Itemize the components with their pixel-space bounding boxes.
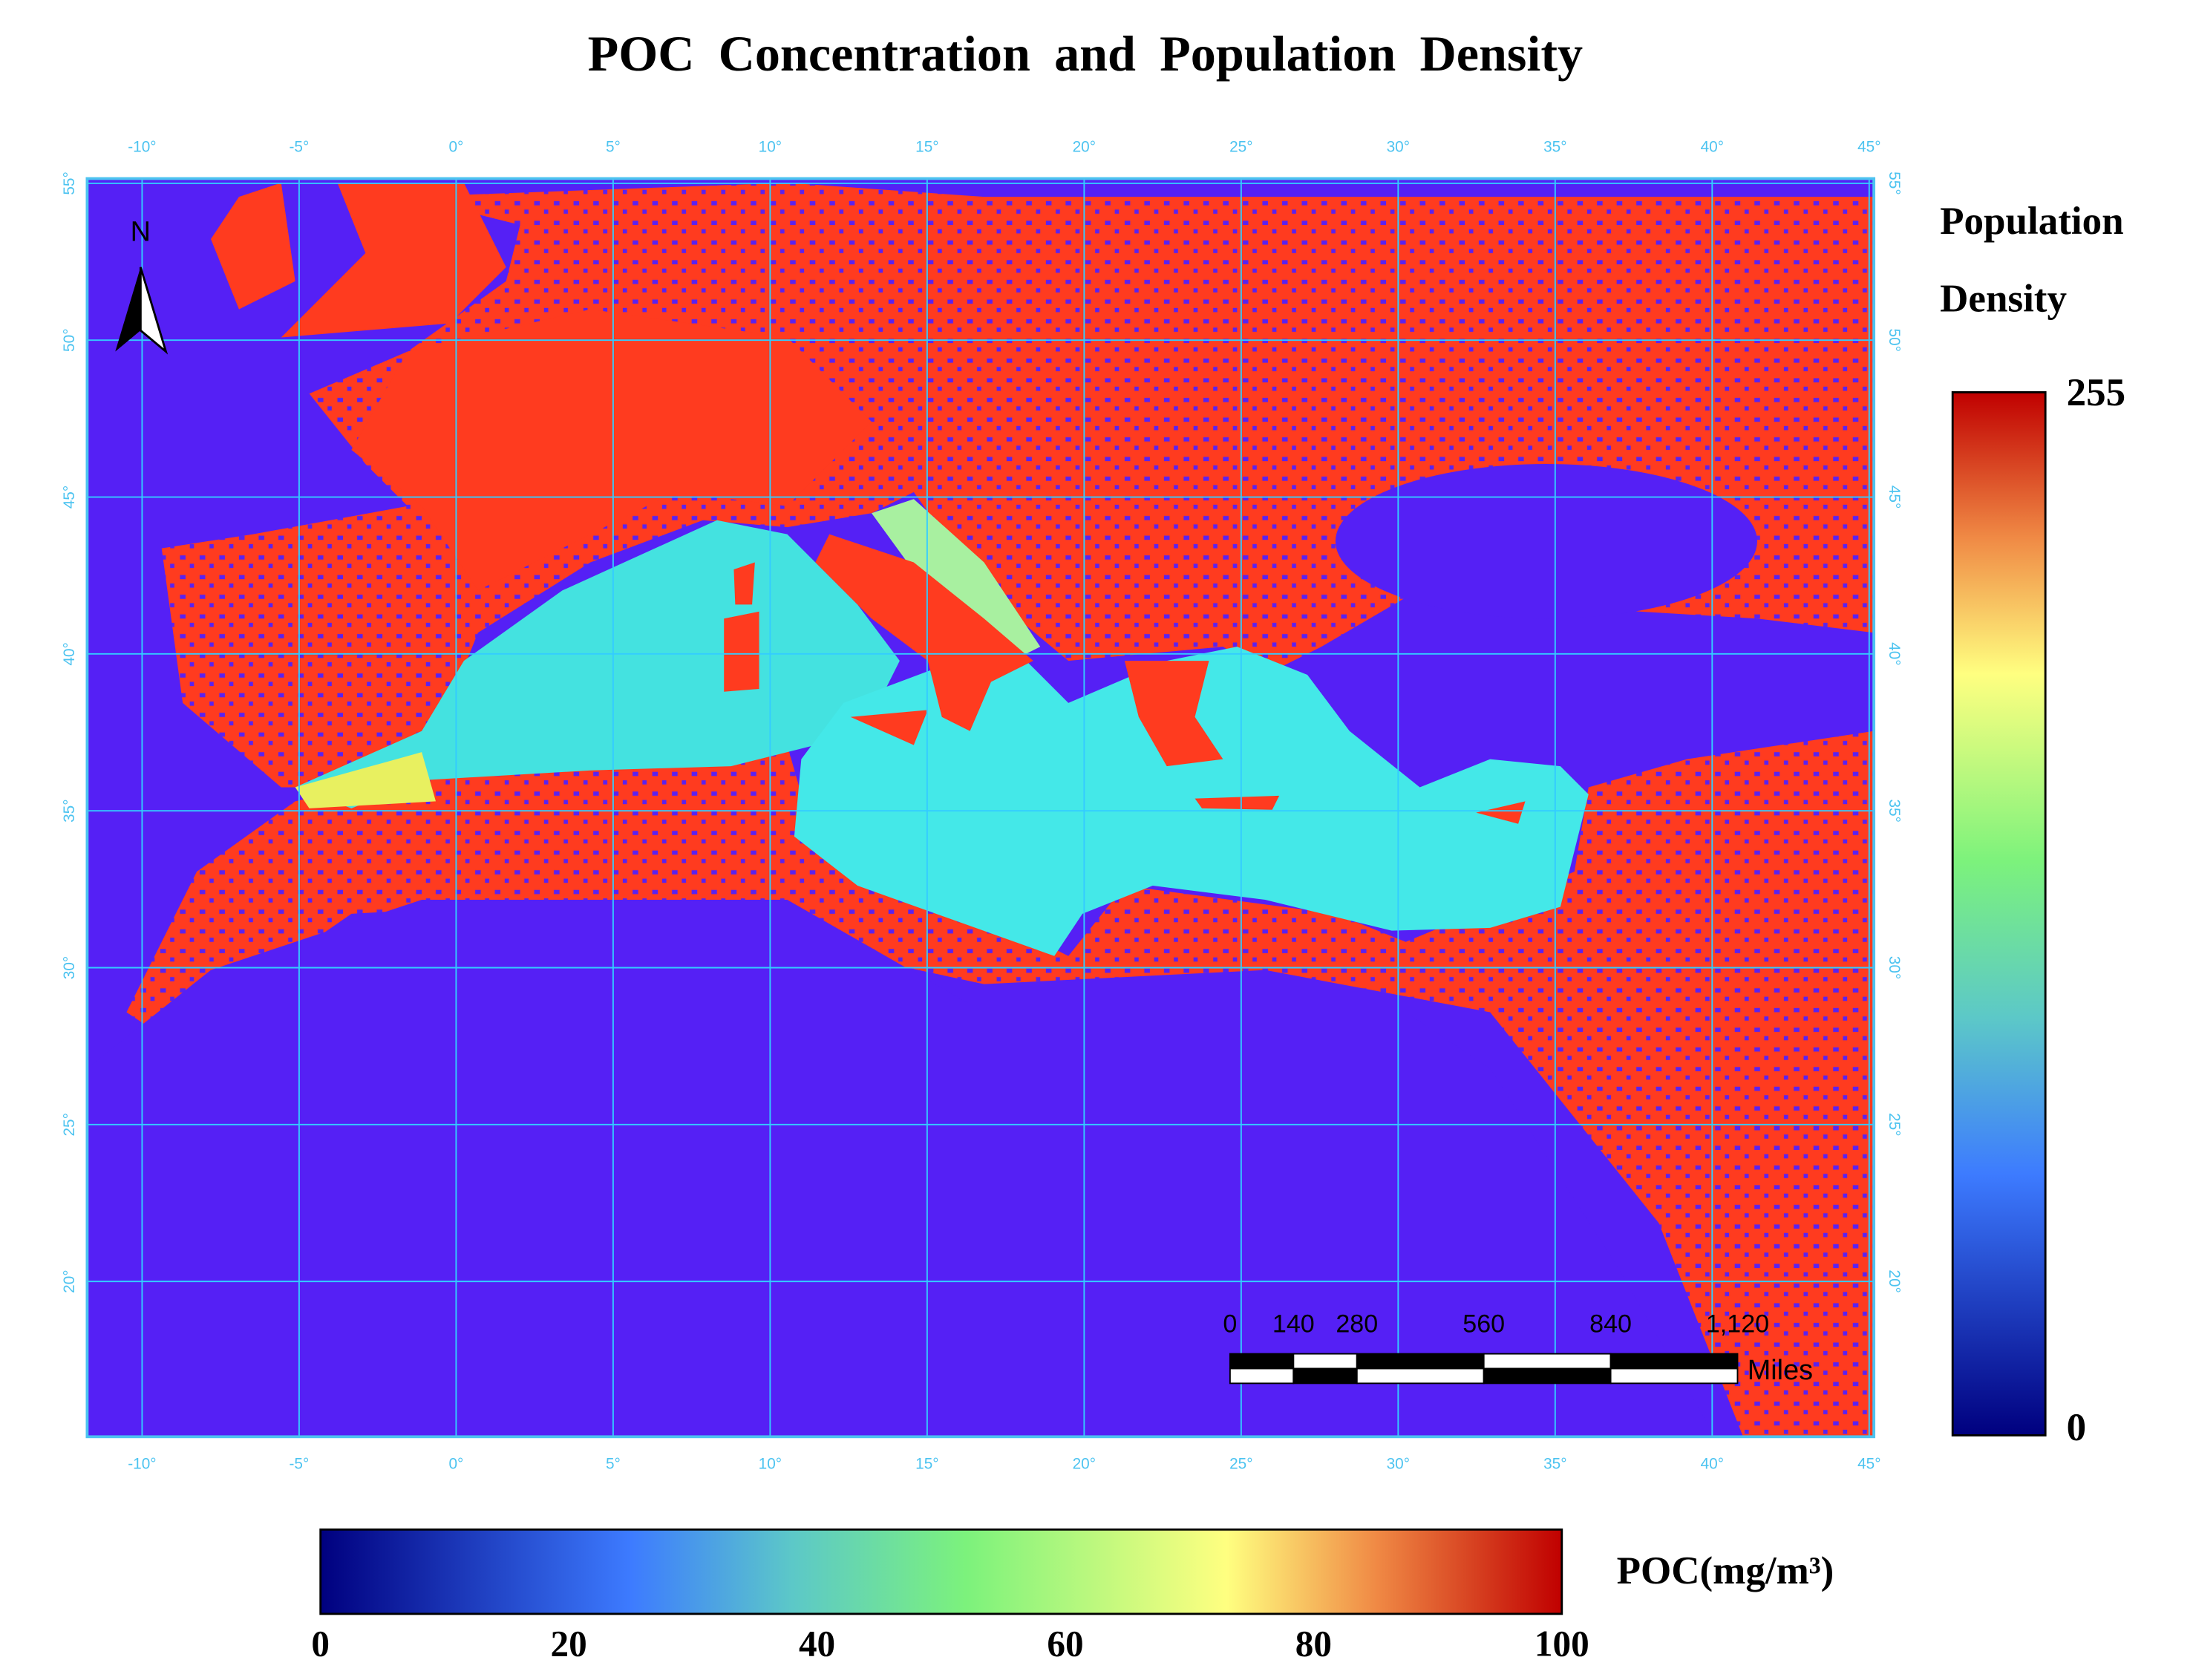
lat-label: 25°	[1886, 1113, 1903, 1136]
title: POC Concentration and Population Density	[588, 25, 1584, 82]
pop-title-line: Density	[1940, 277, 2067, 320]
lon-label: 0°	[448, 1456, 463, 1473]
lon-label: 10°	[759, 1456, 782, 1473]
lon-label: 40°	[1701, 138, 1724, 155]
lon-label: 40°	[1701, 1456, 1724, 1473]
scale-segment	[1292, 1367, 1358, 1385]
scale-segment	[1609, 1353, 1739, 1370]
lat-label: 45°	[61, 486, 78, 509]
scale-segment	[1609, 1367, 1739, 1385]
lat-label: 35°	[61, 799, 78, 822]
lat-label: 55°	[1886, 171, 1903, 195]
lon-label: 45°	[1857, 1456, 1880, 1473]
land-italy	[815, 534, 1033, 731]
poc-label: POC(mg/m³)	[1617, 1549, 1834, 1592]
land-west	[351, 309, 872, 591]
lon-label: 25°	[1229, 138, 1252, 155]
lat-label: 55°	[61, 171, 78, 195]
scale-label: 560	[1462, 1310, 1505, 1339]
lon-label: -5°	[289, 138, 309, 155]
sea-east	[794, 647, 1589, 956]
land-sicily	[850, 710, 928, 745]
scale-label: 1,120	[1706, 1310, 1769, 1339]
poc-tick-label: 0	[311, 1624, 330, 1664]
scale-unit: Miles	[1748, 1355, 1813, 1386]
lat-label: 40°	[61, 642, 78, 665]
sea-adriatic	[872, 499, 1041, 661]
poc-tick-label: 20	[551, 1624, 587, 1664]
lat-label: 20°	[61, 1269, 78, 1292]
land-corsica	[733, 562, 755, 605]
lon-label: 10°	[759, 138, 782, 155]
land-ireland	[211, 183, 295, 310]
lon-label: 30°	[1387, 1456, 1410, 1473]
lon-label: 35°	[1543, 1456, 1566, 1473]
lat-label: 50°	[61, 328, 78, 351]
poc-tick-label: 60	[1047, 1624, 1083, 1664]
pop-colorbar	[1951, 390, 2047, 1437]
land-cyprus	[1476, 801, 1526, 824]
scale-segment	[1356, 1353, 1485, 1370]
map-image	[87, 178, 1875, 1437]
black-sea	[1335, 463, 1757, 619]
lon-label: 30°	[1387, 138, 1410, 155]
lon-label: 20°	[1073, 1456, 1096, 1473]
lat-label: 35°	[1886, 799, 1903, 822]
scale-bar: 0 140 280 560 840 1,120 Miles	[1223, 1310, 1813, 1386]
lat-label: 50°	[1886, 328, 1903, 351]
poc-tick-label: 80	[1295, 1624, 1332, 1664]
sahara	[87, 899, 1716, 1437]
scale-segment	[1229, 1367, 1295, 1385]
pop-title-line: Population	[1940, 200, 2123, 243]
pop-tick-label: 0	[2067, 1406, 2087, 1449]
lat-label: 30°	[61, 956, 78, 979]
sea-alboran	[295, 752, 437, 808]
land-greece	[1124, 661, 1223, 767]
scale-label: 840	[1589, 1310, 1632, 1339]
scale-label: 280	[1336, 1310, 1378, 1339]
lon-label: 15°	[915, 1456, 938, 1473]
map-frame	[85, 177, 1876, 1439]
lon-label: 45°	[1857, 138, 1880, 155]
lon-label: 20°	[1073, 138, 1096, 155]
lat-label: 25°	[61, 1113, 78, 1136]
lon-label: -10°	[128, 1456, 156, 1473]
lat-label: 30°	[1886, 956, 1903, 979]
scale-segment	[1292, 1353, 1358, 1370]
lon-label: -10°	[128, 138, 156, 155]
lon-label: 15°	[915, 138, 938, 155]
scale-label: 140	[1272, 1310, 1315, 1339]
poc-tick-label: 100	[1535, 1624, 1589, 1664]
poc-tick-label: 40	[799, 1624, 835, 1664]
pop-tick-label: 255	[2067, 371, 2126, 414]
graticule: -10° -10° -5° -5° 0° 0° 5° 5° 10° 10° 15° 15° 20° 20°…	[61, 138, 1903, 1472]
scale-segment	[1483, 1353, 1612, 1370]
lat-label: 45°	[1886, 486, 1903, 509]
land-crete	[1194, 795, 1280, 810]
lon-label: 25°	[1229, 1456, 1252, 1473]
north-arrow-right	[139, 267, 169, 355]
lat-label: 20°	[1886, 1269, 1903, 1292]
land-africa	[126, 730, 1875, 1437]
north-label: N	[131, 216, 151, 247]
scale-label: 0	[1223, 1310, 1237, 1339]
lat-label: 40°	[1886, 642, 1903, 665]
lon-label: 5°	[606, 1456, 621, 1473]
scale-segment	[1356, 1367, 1485, 1385]
land-britain	[281, 183, 506, 338]
lon-label: 5°	[606, 138, 621, 155]
scale-segment	[1229, 1353, 1295, 1370]
poc-colorbar	[319, 1528, 1563, 1615]
land-sardinia	[724, 611, 759, 692]
scale-segment	[1483, 1367, 1612, 1385]
lon-label: 0°	[448, 138, 463, 155]
lon-label: -5°	[289, 1456, 309, 1473]
lon-label: 35°	[1543, 138, 1566, 155]
